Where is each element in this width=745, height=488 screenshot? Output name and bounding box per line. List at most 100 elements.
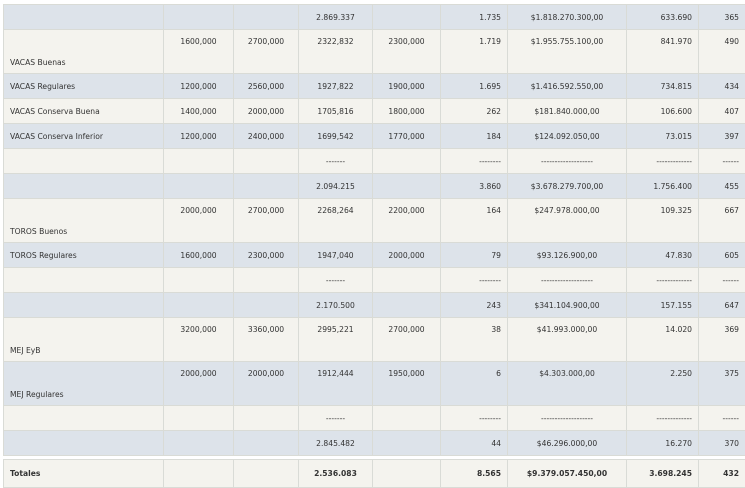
cell: -------------	[627, 149, 699, 174]
row-label	[4, 293, 164, 318]
cell: 2300,000	[373, 30, 441, 74]
cell	[373, 431, 441, 456]
cell: 109.325	[627, 199, 699, 243]
cell: ------	[699, 149, 745, 174]
cell: 490	[699, 30, 745, 74]
cell: -------	[299, 268, 373, 293]
cell: 2000,000	[373, 243, 441, 268]
cell: 14.020	[627, 318, 699, 362]
row-label	[4, 406, 164, 431]
row-label: TOROS Regulares	[4, 243, 164, 268]
cell: 2300,000	[234, 243, 299, 268]
table-row: ----------------------------------------…	[4, 149, 745, 174]
cell: 1.756.400	[627, 174, 699, 199]
cell: 1900,000	[373, 74, 441, 99]
cell	[164, 268, 234, 293]
cell: 432	[699, 460, 745, 488]
row-label: VACAS Regulares	[4, 74, 164, 99]
cell: 365	[699, 5, 745, 30]
cell: 2.869.337	[299, 5, 373, 30]
cell: 2268,264	[299, 199, 373, 243]
cell: 1770,000	[373, 124, 441, 149]
cell	[234, 268, 299, 293]
cell: 1200,000	[164, 124, 234, 149]
cell: 1927,822	[299, 74, 373, 99]
cell	[164, 406, 234, 431]
row-label	[4, 431, 164, 456]
cell: 184	[441, 124, 508, 149]
cell: 605	[699, 243, 745, 268]
cell: --------	[441, 268, 508, 293]
cell: 6	[441, 362, 508, 406]
cell	[234, 431, 299, 456]
cell: $93.126.900,00	[508, 243, 627, 268]
row-label	[4, 5, 164, 30]
cell: -------------------	[508, 406, 627, 431]
cell: $1.416.592.550,00	[508, 74, 627, 99]
cell	[164, 149, 234, 174]
cell: 8.565	[441, 460, 508, 488]
cell: $3.678.279.700,00	[508, 174, 627, 199]
cell: 73.015	[627, 124, 699, 149]
cell	[234, 406, 299, 431]
row-label: VACAS Conserva Inferior	[4, 124, 164, 149]
cell: $46.296.000,00	[508, 431, 627, 456]
cell: -------	[299, 406, 373, 431]
cell: 1600,000	[164, 30, 234, 74]
cell: $1.818.270.300,00	[508, 5, 627, 30]
cell: 2700,000	[234, 30, 299, 74]
cell: 1.695	[441, 74, 508, 99]
cell: 243	[441, 293, 508, 318]
cell	[373, 5, 441, 30]
cell: 1705,816	[299, 99, 373, 124]
cell: 2322,832	[299, 30, 373, 74]
cell: 407	[699, 99, 745, 124]
cell	[373, 460, 441, 488]
cell	[373, 174, 441, 199]
cell: 3.860	[441, 174, 508, 199]
row-label: TOROS Buenos	[4, 199, 164, 243]
cell: 1947,040	[299, 243, 373, 268]
cell	[373, 293, 441, 318]
cell: $41.993.000,00	[508, 318, 627, 362]
cell: 262	[441, 99, 508, 124]
cell: $181.840.000,00	[508, 99, 627, 124]
cell: $341.104.900,00	[508, 293, 627, 318]
cell: 2700,000	[234, 199, 299, 243]
cell: 3200,000	[164, 318, 234, 362]
cell: 2.170.500	[299, 293, 373, 318]
cell: 1200,000	[164, 74, 234, 99]
cell: 2995,221	[299, 318, 373, 362]
cell: 1600,000	[164, 243, 234, 268]
row-label: VACAS Conserva Buena	[4, 99, 164, 124]
cell: 164	[441, 199, 508, 243]
cell	[164, 431, 234, 456]
cell: 2200,000	[373, 199, 441, 243]
cell: 47.830	[627, 243, 699, 268]
cell: 79	[441, 243, 508, 268]
row-label: MEJ EyB	[4, 318, 164, 362]
cell	[234, 5, 299, 30]
cell: 3.698.245	[627, 460, 699, 488]
cell: 2560,000	[234, 74, 299, 99]
row-label	[4, 149, 164, 174]
cell: 455	[699, 174, 745, 199]
cell: 157.155	[627, 293, 699, 318]
cell: 1912,444	[299, 362, 373, 406]
cell: 2.845.482	[299, 431, 373, 456]
cell: -------	[299, 149, 373, 174]
cell: 2.536.083	[299, 460, 373, 488]
row-label	[4, 268, 164, 293]
cell: --------	[441, 149, 508, 174]
cell: $9.379.057.450,00	[508, 460, 627, 488]
cell: 369	[699, 318, 745, 362]
